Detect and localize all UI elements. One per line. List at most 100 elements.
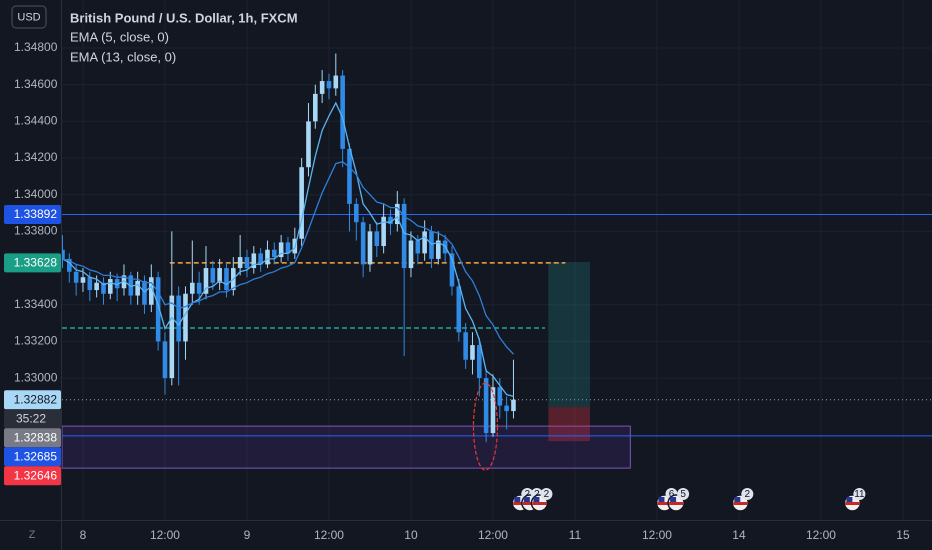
y-tick-label: 1.34000 bbox=[14, 187, 58, 201]
candle-body bbox=[449, 253, 455, 287]
candle-body bbox=[497, 387, 503, 406]
event-flag-stripe bbox=[733, 502, 748, 505]
candle-body bbox=[67, 258, 72, 272]
event-flag-canton bbox=[533, 497, 540, 502]
axes: 1.34800 1.34600 1.34400 1.34200 1.34000 1.338… bbox=[4, 40, 910, 542]
candle-body bbox=[340, 75, 345, 149]
event-count: 5 bbox=[680, 489, 686, 500]
event-flag-canton bbox=[658, 497, 665, 502]
candle-body bbox=[114, 279, 120, 289]
x-tick-label: 14 bbox=[732, 528, 746, 542]
candle-body bbox=[354, 203, 359, 223]
candle-body bbox=[87, 277, 93, 291]
candle-body bbox=[408, 240, 414, 269]
price-label: 1.33628 bbox=[14, 256, 58, 270]
candle-body bbox=[483, 378, 489, 434]
candle-body bbox=[265, 249, 270, 265]
event-icon[interactable]: 2 bbox=[731, 488, 754, 512]
candle-body bbox=[272, 249, 277, 258]
candle-body bbox=[142, 280, 147, 305]
price-label: 1.32882 bbox=[14, 392, 58, 406]
event-flag-canton bbox=[514, 497, 521, 502]
event-flag-stripe bbox=[532, 502, 547, 505]
x-tick-label: 12:00 bbox=[150, 528, 180, 542]
candle-body bbox=[381, 216, 386, 247]
legend-entry[interactable]: EMA (13, close, 0) bbox=[70, 49, 176, 64]
event-count: 2 bbox=[544, 489, 550, 500]
price-label-bg bbox=[4, 447, 61, 467]
event-count: 11 bbox=[854, 489, 865, 500]
grid bbox=[62, 0, 932, 520]
candle-body bbox=[217, 268, 222, 283]
legend-entry[interactable]: EMA (5, close, 0) bbox=[70, 29, 169, 44]
candle-body bbox=[511, 399, 516, 412]
event-flag-canton bbox=[670, 497, 677, 502]
event-flag-canton bbox=[846, 497, 853, 502]
candle-body bbox=[415, 240, 421, 254]
event-icon[interactable]: 6 bbox=[655, 488, 678, 512]
candle-body bbox=[155, 277, 161, 342]
event-flag-stripe bbox=[845, 502, 860, 505]
candle-body bbox=[94, 282, 99, 291]
zone bbox=[548, 262, 590, 408]
candle-body bbox=[470, 345, 475, 360]
candle-body bbox=[169, 295, 175, 379]
scale-mode[interactable]: Z bbox=[29, 529, 36, 541]
candle-body bbox=[367, 231, 373, 265]
candle-body bbox=[176, 295, 181, 342]
candle-body bbox=[360, 222, 366, 265]
candle-body bbox=[422, 231, 427, 254]
event-icon[interactable]: 11 bbox=[843, 488, 866, 512]
candle-body bbox=[401, 203, 407, 269]
candle-body bbox=[319, 81, 325, 94]
candle-body bbox=[504, 405, 509, 412]
plot-area: 22265211 bbox=[62, 53, 932, 512]
candle-body bbox=[306, 121, 311, 168]
candle-body bbox=[128, 275, 134, 296]
countdown-bg bbox=[4, 409, 61, 429]
price-label-bg bbox=[4, 390, 61, 410]
event-flag-stripe bbox=[522, 502, 537, 505]
candle-body bbox=[62, 249, 65, 259]
price-label: 1.32646 bbox=[14, 468, 58, 482]
event-count: 2 bbox=[745, 489, 751, 500]
candle-body bbox=[108, 279, 113, 294]
event-flag-canton bbox=[734, 497, 741, 502]
event-flag-canton bbox=[523, 497, 530, 502]
candle-body bbox=[278, 242, 284, 258]
event-icon[interactable]: 5 bbox=[667, 488, 690, 512]
event-count: 6 bbox=[669, 489, 675, 500]
currency-badge[interactable] bbox=[11, 5, 47, 29]
event-count-badge bbox=[677, 488, 690, 500]
candle-body bbox=[196, 282, 202, 294]
ema-line bbox=[62, 160, 514, 355]
event-flag-stripe bbox=[513, 502, 528, 505]
candle-body bbox=[258, 253, 263, 265]
candle-body bbox=[285, 242, 291, 254]
y-tick-label: 1.34600 bbox=[14, 77, 58, 91]
y-tick-label: 1.34400 bbox=[14, 114, 58, 128]
candle-body bbox=[436, 240, 441, 259]
candle-body bbox=[374, 231, 380, 247]
price-label: 1.32838 bbox=[14, 430, 58, 444]
y-tick-label: 1.33200 bbox=[14, 334, 58, 348]
event-icon[interactable]: 2 bbox=[530, 488, 553, 512]
price-label: 1.33892 bbox=[14, 207, 58, 221]
candle-body bbox=[135, 280, 140, 296]
y-tick-label: 1.34800 bbox=[14, 40, 58, 54]
x-tick-label: 10 bbox=[404, 528, 418, 542]
y-tick-label: 1.33000 bbox=[14, 370, 58, 384]
candle-body bbox=[244, 257, 250, 269]
candle-body bbox=[313, 93, 318, 122]
candle-body bbox=[477, 345, 482, 379]
currency: USD bbox=[17, 11, 40, 23]
candle-body bbox=[73, 271, 79, 283]
candle-body bbox=[121, 275, 127, 289]
candle-body bbox=[162, 341, 168, 379]
price-label-bg bbox=[4, 205, 61, 225]
candle-body bbox=[333, 75, 339, 89]
candle-body bbox=[299, 167, 304, 239]
candle-body bbox=[80, 277, 86, 283]
